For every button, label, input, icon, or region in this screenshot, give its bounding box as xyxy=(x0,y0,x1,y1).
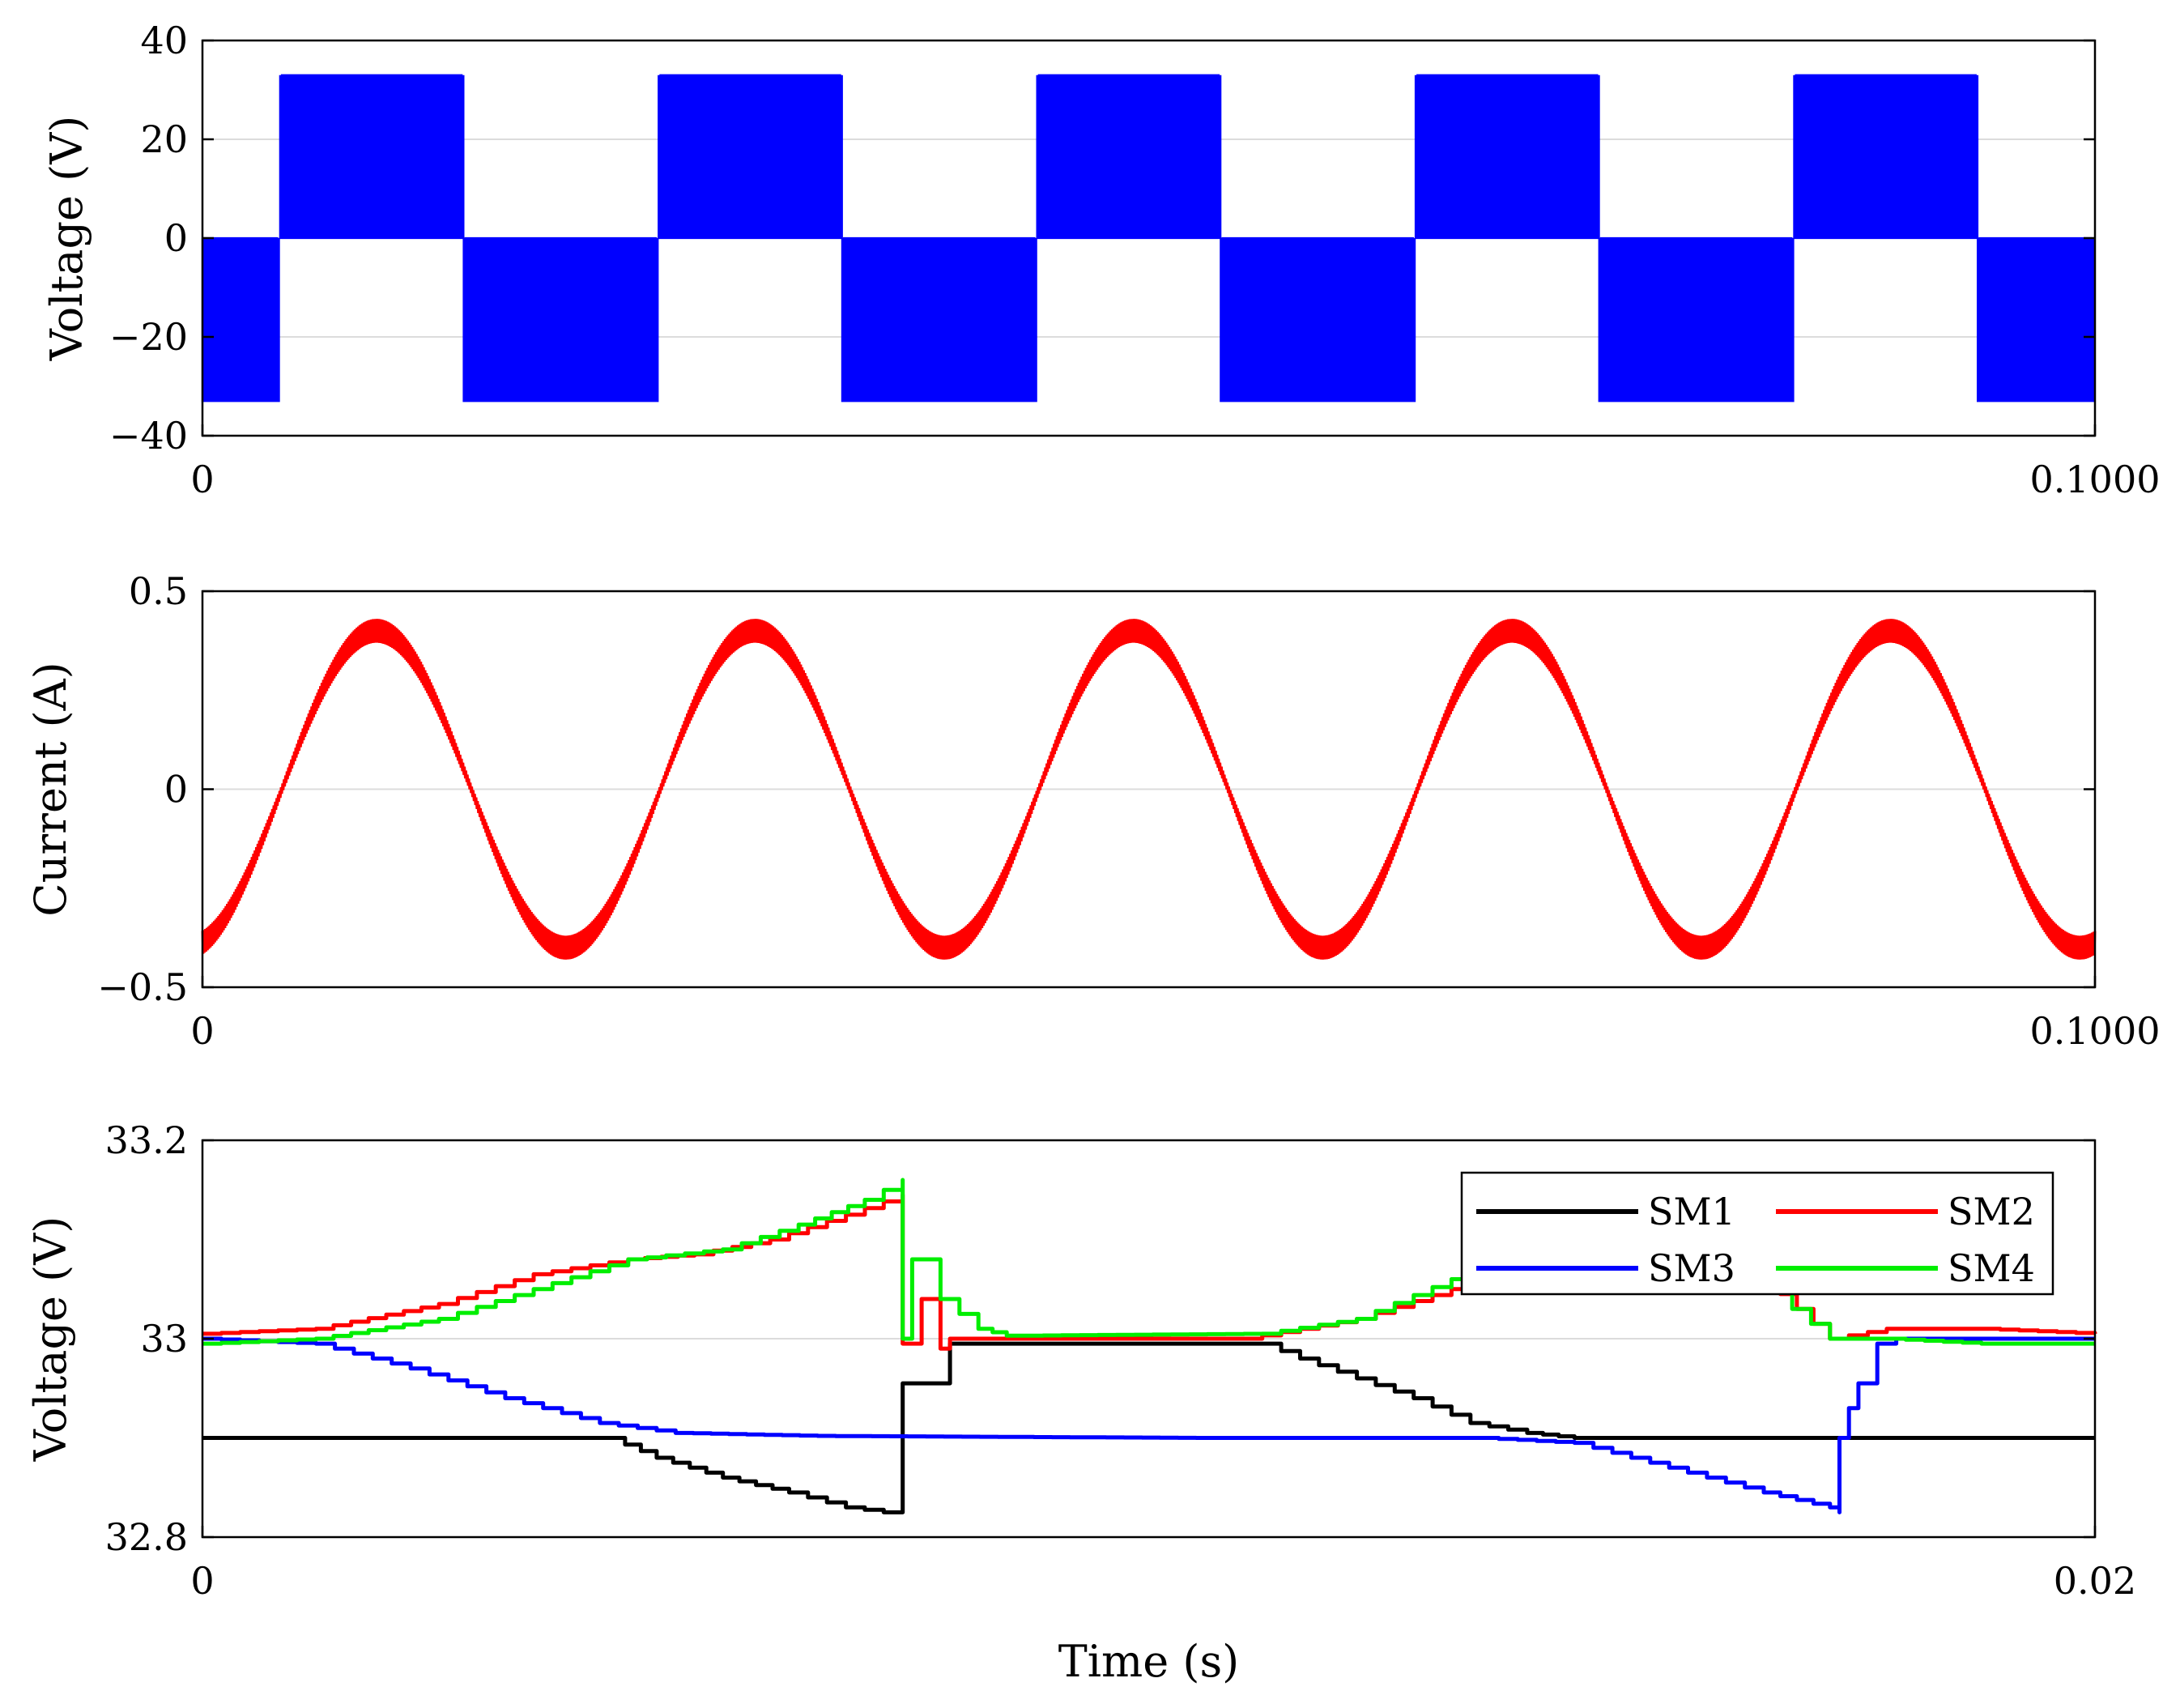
y-axis-label: Voltage (V) xyxy=(25,1216,76,1463)
voltage-pwm-segment xyxy=(1977,236,2095,403)
plot-area xyxy=(201,74,2095,403)
legend: SM1 SM2 SM3 SM4 xyxy=(1460,1171,2054,1296)
axis-ticks: 32.8 33 33.2 0 0.02 xyxy=(105,1118,2137,1603)
series-line-sm1 xyxy=(202,1341,2095,1514)
voltage-pwm-segment xyxy=(279,74,465,240)
chart-voltage-output: −40 −20 0 20 40 0 0.1000 Voltage (V) xyxy=(41,19,2161,501)
plot-area xyxy=(201,619,2097,960)
legend-label-sm2: SM2 xyxy=(1948,1190,2035,1233)
chart-current: −0.500.50 0.1000 Current (A) xyxy=(25,569,2161,1053)
x-tick-label: 0 xyxy=(190,458,214,501)
y-tick-label: 32.8 xyxy=(105,1515,188,1559)
y-tick-label: 0 xyxy=(164,216,188,260)
voltage-pwm-segment xyxy=(841,236,1037,403)
x-tick-label: 0 xyxy=(190,1009,214,1053)
voltage-pwm-segment xyxy=(462,236,659,403)
chart-submodule-voltages: 32.8 33 33.2 0 0.02 Voltage (V) Time (s) SM1… xyxy=(25,1118,2136,1687)
axis-ticks: −0.500.50 0.1000 xyxy=(97,569,2160,1053)
voltage-pwm-segment xyxy=(1414,74,1600,240)
axis-ticks: −40 −20 0 20 40 0 0.1000 xyxy=(109,19,2161,501)
y-tick-label: −40 xyxy=(109,414,188,458)
y-tick-label: −0.5 xyxy=(97,965,188,1009)
voltage-pwm-segment xyxy=(1220,236,1416,403)
voltage-pwm-segment xyxy=(658,74,843,240)
series-line-sm3 xyxy=(202,1336,2095,1514)
x-axis-label: Time (s) xyxy=(1058,1636,1239,1687)
y-axis-label: Current (A) xyxy=(25,662,76,916)
y-tick-label: 0.5 xyxy=(129,569,188,613)
voltage-pwm-segment xyxy=(1598,236,1795,403)
y-tick-label: 20 xyxy=(140,117,188,161)
legend-label-sm1: SM1 xyxy=(1648,1190,1735,1233)
current-waveform xyxy=(201,619,2097,960)
x-tick-label: 0.1000 xyxy=(2030,458,2161,501)
y-tick-label: 33 xyxy=(140,1317,188,1361)
x-tick-label: 0.1000 xyxy=(2030,1009,2161,1053)
x-tick-label: 0 xyxy=(190,1559,214,1603)
y-axis-label: Voltage (V) xyxy=(41,116,92,362)
voltage-pwm-segment xyxy=(201,236,280,403)
y-tick-label: 40 xyxy=(140,19,188,62)
x-tick-label: 0.02 xyxy=(2054,1559,2136,1603)
legend-box xyxy=(1460,1171,2054,1296)
y-tick-label: −20 xyxy=(109,315,188,359)
y-tick-label: 33.2 xyxy=(105,1118,188,1162)
voltage-pwm-segment xyxy=(1793,74,1979,240)
legend-label-sm3: SM3 xyxy=(1648,1246,1735,1290)
voltage-pwm-segment xyxy=(1036,74,1222,240)
y-tick-label: 0 xyxy=(164,768,188,811)
legend-label-sm4: SM4 xyxy=(1948,1246,2035,1290)
